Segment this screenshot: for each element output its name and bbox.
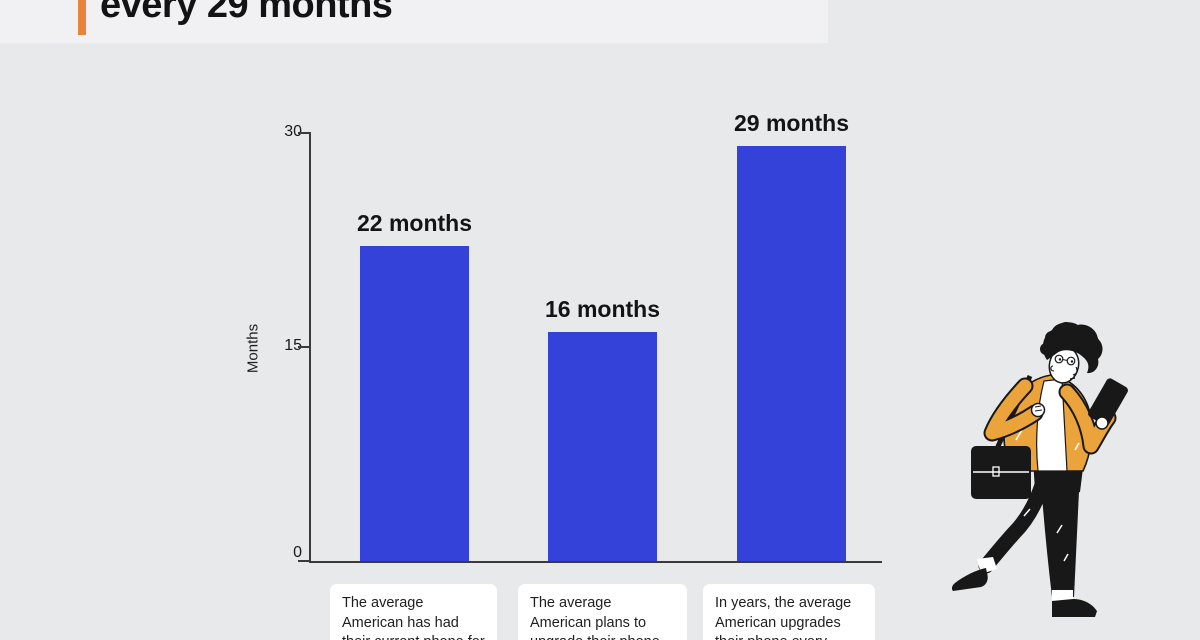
category-label-card: In years, the average American upgrades … — [703, 584, 875, 640]
phone-hand — [1095, 416, 1109, 430]
category-label-card: The average American has had their curre… — [330, 584, 497, 640]
category-label: The average American has had their curre… — [342, 595, 485, 640]
front-ankle — [1052, 590, 1073, 602]
x-axis — [309, 561, 882, 563]
back-shoe — [951, 568, 988, 591]
phone — [1088, 378, 1128, 426]
category-label-card: The average American plans to upgrade th… — [518, 584, 687, 640]
person-illustration — [951, 322, 1128, 617]
bar-group: 29 months — [734, 110, 849, 561]
fist — [1030, 402, 1046, 418]
shirt — [1036, 378, 1068, 472]
bar-value-label: 16 months — [544, 296, 661, 322]
front-shoe — [1052, 599, 1097, 617]
bar — [548, 332, 657, 561]
y-tick-label-30: 30 — [284, 123, 302, 140]
bar — [360, 246, 469, 561]
y-axis-title: Months — [244, 323, 262, 374]
title-accent-bar — [78, 0, 86, 35]
y-axis — [309, 132, 311, 563]
bar-group: 16 months — [544, 132, 661, 561]
y-tick-mark — [298, 560, 310, 562]
category-label: In years, the average American upgrades … — [715, 595, 852, 640]
bar-value-label: 29 months — [733, 110, 850, 136]
page-title: every 29 months — [100, 0, 393, 26]
left-arm — [985, 379, 1042, 440]
title-panel — [0, 0, 828, 43]
nose — [1072, 366, 1078, 376]
ear — [1050, 365, 1055, 372]
bar-group: 22 months — [356, 132, 473, 561]
bar-value-label: 22 months — [356, 210, 473, 236]
mouth — [1069, 377, 1076, 380]
back-leg — [978, 474, 1051, 574]
y-tick-label-15: 15 — [284, 337, 302, 354]
y-tick-mark — [298, 346, 310, 348]
y-tick-label-0: 0 — [293, 544, 302, 561]
front-leg — [1040, 470, 1080, 597]
y-tick-mark — [298, 132, 310, 134]
category-label: The average American plans to upgrade th… — [530, 595, 660, 640]
bar — [737, 146, 846, 561]
